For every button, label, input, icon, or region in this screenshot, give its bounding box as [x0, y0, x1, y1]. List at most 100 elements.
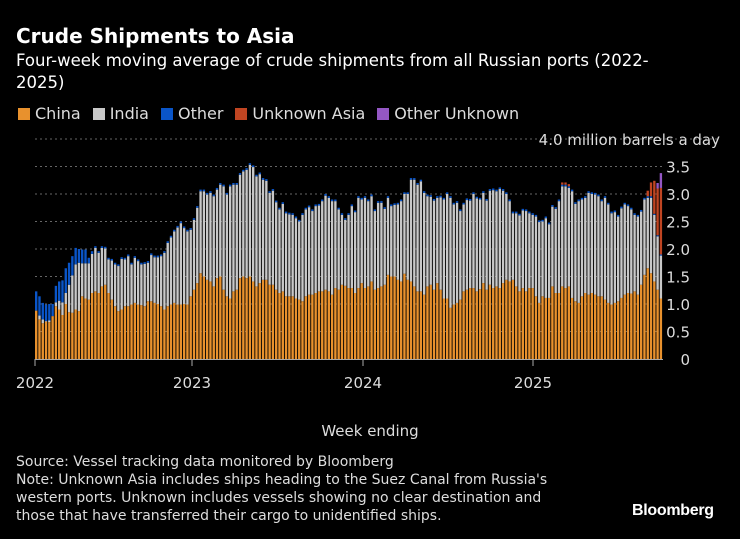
bar-india [442, 199, 446, 299]
bar-india [265, 180, 268, 280]
bar-other [163, 251, 166, 253]
bar-china [386, 274, 390, 359]
bar-india [587, 192, 590, 295]
bar-other [186, 229, 189, 232]
bar-other [607, 202, 610, 205]
bar-china [120, 309, 123, 359]
bar-other [340, 213, 344, 215]
bar-india [242, 171, 245, 277]
bar-india [311, 211, 314, 295]
bar-india [87, 263, 90, 300]
bar-india [436, 197, 439, 284]
bar-other [561, 184, 564, 187]
bar-china [399, 281, 403, 359]
bar-india [482, 192, 485, 284]
bar-china [179, 304, 183, 359]
bar-china [436, 283, 439, 359]
bar-india [281, 203, 284, 292]
y-tick-label: 1.0 [666, 296, 690, 314]
bar-other [360, 197, 363, 200]
bar-other [534, 214, 538, 217]
bar-china [620, 297, 623, 359]
bar-india [258, 174, 261, 284]
bar-china [409, 281, 413, 359]
bar-other [44, 304, 48, 322]
bar-india [541, 221, 544, 297]
bar-china [363, 288, 367, 359]
bar-india [373, 211, 377, 290]
bar-india [113, 264, 117, 307]
note-line: western ports. Unknown includes vessels … [16, 490, 542, 506]
bar-other [584, 196, 587, 198]
bar-india [429, 196, 432, 285]
bar-other [554, 207, 557, 209]
legend-item-other: Other [160, 104, 223, 123]
bar-china [143, 306, 146, 359]
bar-other [54, 285, 58, 303]
bar-india [511, 213, 515, 280]
bar-india [130, 264, 133, 305]
bar-india [222, 186, 225, 290]
bar-china [117, 311, 120, 359]
bar-india [630, 209, 633, 294]
bar-other [265, 179, 268, 181]
bar-india [426, 196, 429, 287]
bar-india [613, 212, 617, 303]
bar-india [409, 179, 413, 282]
bar-other [71, 256, 74, 276]
bar-india [81, 263, 84, 297]
x-tick-label: 2025 [514, 374, 552, 392]
bar-india [623, 204, 626, 295]
bar-other [94, 246, 97, 248]
bar-china [107, 293, 110, 359]
bar-other [179, 221, 183, 224]
bar-china [531, 288, 534, 359]
bar-other [104, 246, 107, 249]
bar-india [225, 194, 229, 297]
bar-india [110, 260, 113, 300]
bar-other [639, 209, 643, 212]
x-axis-label: Week ending [321, 422, 418, 440]
bar-china [268, 284, 271, 359]
bar-china [419, 291, 423, 359]
bar-other [107, 257, 110, 260]
bar-other [528, 211, 531, 214]
bar-china [541, 296, 544, 359]
bar-china [225, 296, 229, 359]
bar-india [422, 192, 426, 295]
bar-india [547, 224, 551, 298]
bar-china [610, 304, 613, 359]
bar-china [271, 284, 275, 359]
bar-india [219, 184, 222, 277]
bar-other [380, 201, 383, 203]
bar-other [413, 178, 416, 180]
bar-china [90, 293, 94, 359]
bar-china [511, 279, 515, 359]
bar-other [472, 192, 475, 194]
bar-india [538, 222, 541, 303]
bar-india [501, 190, 505, 284]
bar-india [498, 189, 501, 289]
bar-china [321, 291, 324, 359]
bar-china [291, 296, 294, 359]
bar-india [209, 192, 212, 282]
y-tick-label: 2.5 [666, 214, 690, 232]
y-unit-label: 4.0 million barrels a day [539, 131, 720, 149]
bar-other [406, 192, 409, 194]
bar-other [574, 202, 577, 204]
bar-india [347, 214, 350, 289]
bar-other [294, 216, 298, 219]
bar-china [232, 291, 235, 359]
chart-notes: Source: Vessel tracking data monitored b… [16, 453, 547, 525]
bar-india [117, 266, 120, 312]
bar-china [630, 293, 633, 359]
bar-india [182, 228, 186, 304]
bar-other [74, 247, 77, 265]
bar-china [593, 294, 597, 359]
bar-other [281, 202, 284, 204]
bar-china [633, 291, 636, 359]
bar-other [656, 235, 659, 237]
bar-other [298, 219, 301, 222]
bar-other [409, 178, 413, 180]
bar-china [370, 281, 373, 359]
